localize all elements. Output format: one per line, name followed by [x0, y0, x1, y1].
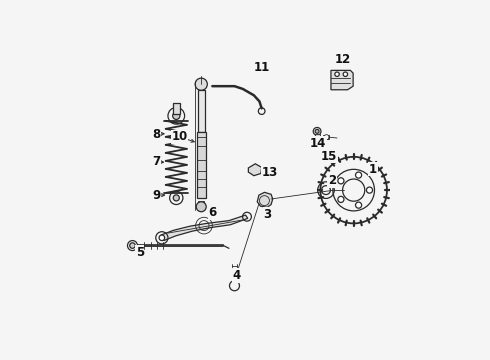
- Polygon shape: [257, 192, 273, 207]
- Text: 8: 8: [152, 128, 160, 141]
- Circle shape: [324, 135, 329, 140]
- Circle shape: [195, 78, 207, 90]
- Text: 15: 15: [320, 150, 337, 163]
- Text: 5: 5: [136, 246, 144, 259]
- Text: 6: 6: [208, 206, 217, 219]
- Bar: [315, 134, 320, 142]
- Text: 10: 10: [172, 130, 188, 143]
- Text: 7: 7: [152, 156, 160, 168]
- Bar: [198, 90, 204, 132]
- Text: 1: 1: [369, 163, 377, 176]
- Text: 2: 2: [328, 174, 336, 187]
- Bar: [198, 201, 204, 207]
- Polygon shape: [248, 164, 262, 176]
- Bar: [323, 135, 329, 139]
- Text: 11: 11: [254, 61, 270, 74]
- Bar: [197, 132, 206, 198]
- Circle shape: [338, 196, 344, 202]
- Polygon shape: [331, 70, 353, 90]
- Circle shape: [172, 112, 180, 120]
- Circle shape: [196, 202, 206, 212]
- Circle shape: [356, 202, 362, 208]
- Text: 14: 14: [310, 137, 326, 150]
- Circle shape: [315, 129, 319, 133]
- Text: 13: 13: [262, 166, 278, 179]
- Text: 12: 12: [335, 53, 351, 66]
- Polygon shape: [161, 215, 248, 240]
- Circle shape: [335, 72, 339, 76]
- Circle shape: [338, 178, 344, 184]
- Circle shape: [356, 172, 362, 178]
- Bar: [173, 103, 180, 114]
- Circle shape: [367, 187, 372, 193]
- Circle shape: [343, 72, 347, 76]
- Text: 3: 3: [263, 208, 271, 221]
- Circle shape: [130, 243, 135, 248]
- Text: 9: 9: [152, 189, 160, 202]
- Circle shape: [173, 195, 179, 201]
- Text: 4: 4: [233, 269, 241, 282]
- Circle shape: [159, 235, 165, 240]
